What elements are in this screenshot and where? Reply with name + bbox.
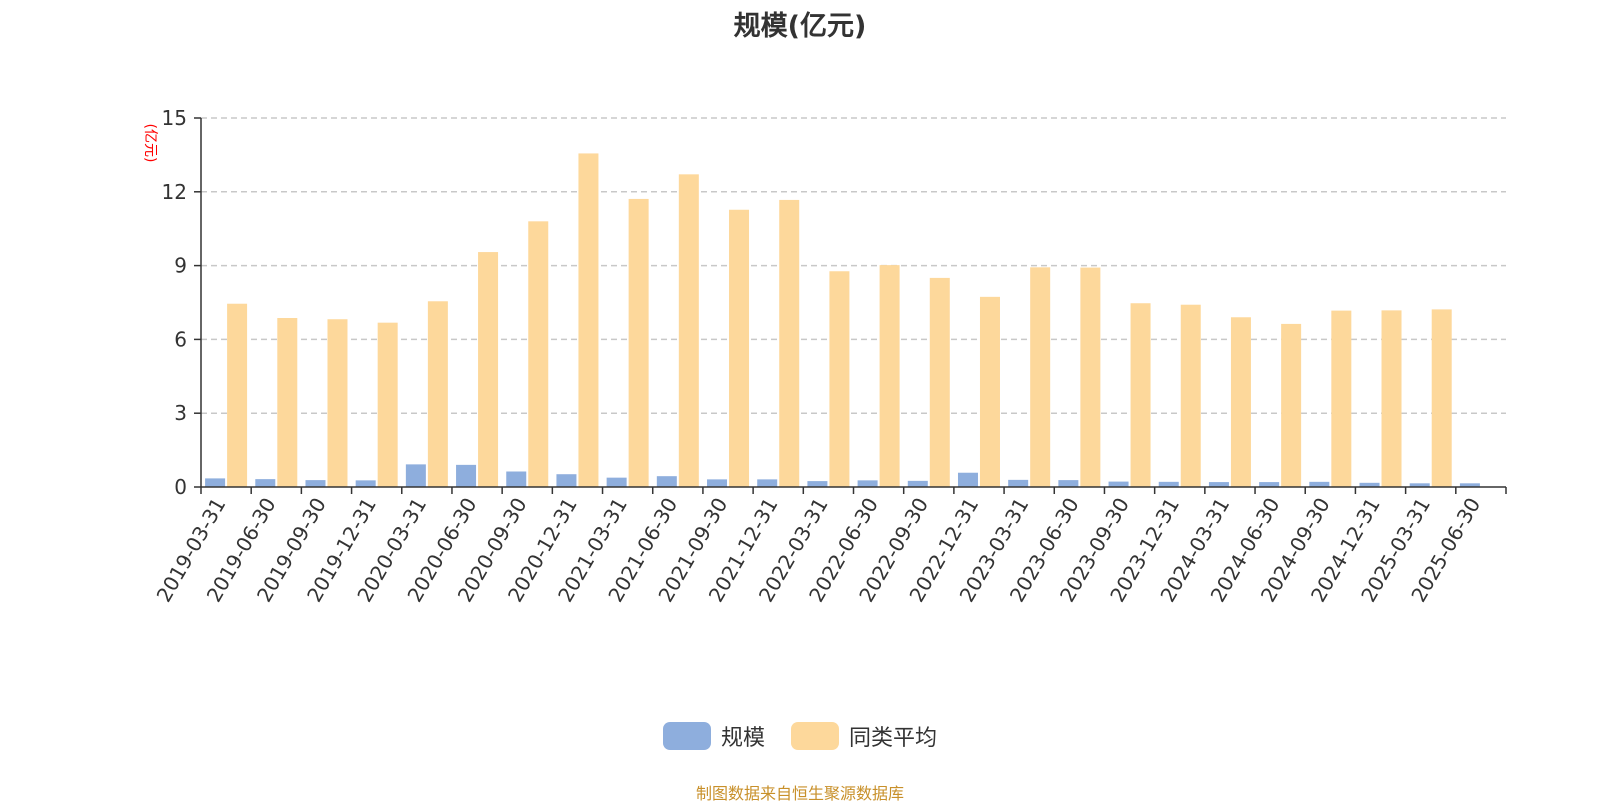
bar-peer-average xyxy=(879,265,900,487)
bar-scale xyxy=(907,480,928,487)
bar-scale xyxy=(1309,481,1330,487)
bar-peer-average xyxy=(1331,310,1352,487)
bar-peer-average xyxy=(427,301,448,487)
y-tick-label: 0 xyxy=(174,475,187,499)
bar-peer-average xyxy=(277,317,298,487)
bar-scale xyxy=(1058,480,1079,487)
y-tick-label: 9 xyxy=(174,254,187,278)
bar-peer-average xyxy=(929,277,950,487)
bar-peer-average xyxy=(1381,310,1402,487)
y-tick-label: 12 xyxy=(162,180,187,204)
bar-scale xyxy=(1158,481,1179,487)
legend-swatch-scale xyxy=(662,722,711,750)
bar-peer-average xyxy=(678,174,699,488)
bar-peer-average xyxy=(829,271,850,487)
legend-label-scale: 规模 xyxy=(720,726,765,751)
y-tick-label: 3 xyxy=(174,401,187,425)
bar-scale xyxy=(456,464,477,487)
bar-scale xyxy=(405,464,426,487)
bar-peer-average xyxy=(1431,309,1452,487)
bar-scale xyxy=(1008,479,1029,487)
bar-scale xyxy=(857,480,878,487)
bar-peer-average xyxy=(979,296,1000,487)
bar-peer-average xyxy=(1230,317,1251,487)
bar-scale xyxy=(1259,482,1280,487)
bar-scale xyxy=(1208,482,1229,487)
bar-scale xyxy=(506,471,527,487)
chart-title: 规模(亿元) xyxy=(733,11,867,42)
bar-peer-average xyxy=(1080,267,1101,487)
bar-scale xyxy=(656,476,677,487)
bar-scale xyxy=(255,479,276,487)
bar-peer-average xyxy=(729,209,750,487)
bars xyxy=(205,153,1480,488)
bar-scale xyxy=(556,474,577,487)
bar-scale xyxy=(957,472,978,487)
bar-scale xyxy=(305,480,326,487)
legend-item-peer-average[interactable]: 同类平均 xyxy=(791,720,937,752)
bar-scale xyxy=(1359,482,1380,487)
legend-item-scale[interactable]: 规模 xyxy=(662,720,765,752)
bar-scale xyxy=(757,479,778,487)
y-tick-label: 6 xyxy=(174,327,187,351)
bar-scale xyxy=(606,477,627,487)
bar-peer-average xyxy=(779,199,800,487)
legend: 规模 同类平均 xyxy=(0,720,1600,752)
legend-label-peer-average: 同类平均 xyxy=(849,726,938,751)
bar-peer-average xyxy=(377,322,398,487)
bar-scale xyxy=(355,480,376,487)
bar-peer-average xyxy=(1030,267,1051,487)
bar-peer-average xyxy=(1180,304,1201,487)
bar-scale xyxy=(1409,483,1430,487)
bar-scale xyxy=(807,481,828,487)
bar-peer-average xyxy=(478,252,499,487)
axes: 036912152019-03-312019-06-302019-09-3020… xyxy=(152,106,1507,606)
bar-scale xyxy=(1459,483,1480,487)
bar-peer-average xyxy=(528,221,549,487)
bar-peer-average xyxy=(628,198,649,487)
legend-swatch-peer-average xyxy=(791,722,839,750)
bar-peer-average xyxy=(1281,323,1302,487)
bar-peer-average xyxy=(578,153,599,487)
bar-scale xyxy=(707,479,728,487)
bar-scale xyxy=(1108,481,1129,487)
bar-peer-average xyxy=(327,319,348,487)
bar-peer-average xyxy=(1130,303,1151,487)
source-note: 制图数据来自恒生聚源数据库 xyxy=(695,784,904,803)
bar-peer-average xyxy=(227,303,248,487)
y-axis-unit-label: (亿元) xyxy=(142,124,158,163)
bar-scale xyxy=(205,478,226,487)
grid-lines xyxy=(201,117,1506,414)
y-tick-label: 15 xyxy=(162,106,187,130)
